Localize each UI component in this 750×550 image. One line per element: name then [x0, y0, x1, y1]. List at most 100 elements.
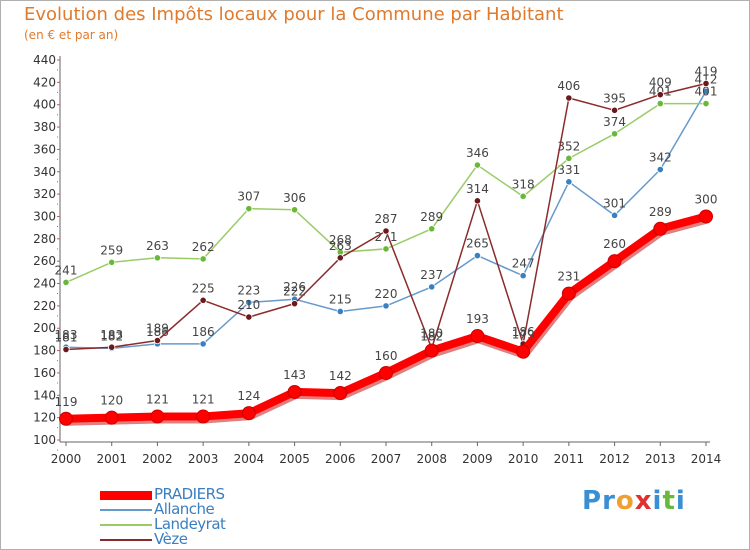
proxiti-logo: Proxiti: [582, 486, 686, 516]
y-tick-label: 320: [33, 187, 56, 201]
data-label: 182: [100, 329, 123, 343]
data-label: 331: [557, 163, 580, 177]
data-point: [59, 411, 73, 426]
data-point: [565, 178, 573, 186]
y-tick-label: 440: [33, 53, 56, 67]
logo-letter: x: [634, 486, 653, 516]
legend-label: PRADIERS: [154, 485, 225, 503]
data-label: 143: [283, 368, 306, 382]
legend-swatch: [100, 509, 152, 511]
data-point: [199, 296, 207, 304]
legend-label: Allanche: [154, 500, 215, 518]
data-label: 263: [329, 239, 352, 253]
data-label: 142: [329, 369, 352, 383]
data-point: [424, 343, 439, 358]
data-label: 300: [695, 192, 718, 206]
x-tick-label: 2010: [508, 452, 539, 466]
data-label: 223: [237, 284, 260, 298]
y-tick-label: 280: [33, 232, 56, 246]
data-label: 268: [329, 233, 352, 247]
data-point: [245, 205, 253, 213]
data-label: 259: [100, 243, 123, 257]
data-label: 262: [192, 240, 215, 254]
data-point: [108, 258, 116, 266]
data-label: 241: [55, 263, 78, 277]
data-label: 409: [649, 76, 672, 90]
data-label: 401: [695, 85, 718, 99]
data-point: [336, 254, 344, 262]
data-point: [516, 344, 531, 359]
data-label: 181: [55, 330, 78, 344]
data-point: [382, 245, 390, 253]
data-point: [656, 99, 664, 108]
y-tick-label: 120: [33, 411, 56, 425]
y-tick-label: 180: [33, 344, 56, 358]
x-tick-label: 2001: [96, 452, 127, 466]
data-point: [473, 251, 482, 260]
data-label: 263: [146, 239, 169, 253]
data-label: 287: [375, 212, 398, 226]
y-tick-label: 360: [33, 142, 56, 156]
logo-letter: P: [582, 486, 603, 516]
logo-letter: r: [602, 486, 616, 516]
data-label: 265: [466, 237, 489, 251]
data-point: [470, 329, 485, 344]
x-tick-label: 2000: [51, 452, 82, 466]
y-tick-label: 420: [33, 75, 56, 89]
legend-swatch: [100, 524, 152, 526]
data-label: 193: [466, 312, 489, 326]
chart-subtitle: (en € et par an): [24, 28, 119, 42]
data-point: [245, 298, 253, 307]
x-tick-label: 2011: [554, 452, 585, 466]
data-point: [336, 307, 344, 316]
x-tick-label: 2005: [279, 452, 310, 466]
data-label: 314: [466, 182, 489, 196]
logo-letter: i: [652, 486, 663, 516]
x-tick-label: 2002: [142, 452, 173, 466]
y-tick-label: 380: [33, 120, 56, 134]
series-landeyrat: 241 259 263 262 307 306 268 271 289 346 318 352 374 4…: [55, 85, 718, 287]
legend-swatch: [100, 539, 152, 541]
y-tick-label: 140: [33, 388, 56, 402]
data-point: [290, 300, 299, 308]
data-label: 247: [512, 257, 535, 271]
data-point: [610, 106, 619, 114]
data-point: [382, 302, 390, 310]
data-label: 220: [375, 287, 398, 301]
x-tick-label: 2008: [416, 452, 447, 466]
data-point: [241, 406, 256, 421]
data-point: [62, 278, 70, 287]
y-tick-label: 260: [33, 254, 56, 268]
logo-letter: t: [662, 486, 676, 516]
data-label: 406: [557, 79, 580, 93]
data-point: [610, 130, 619, 138]
data-point: [656, 165, 664, 174]
data-point: [199, 255, 207, 263]
data-point: [199, 340, 207, 348]
data-label: 289: [649, 205, 672, 219]
data-point: [702, 87, 710, 95]
data-label: 237: [420, 268, 443, 282]
data-label: 160: [375, 349, 398, 363]
data-point: [656, 91, 664, 99]
logo-letter: i: [675, 486, 686, 516]
data-point: [653, 221, 668, 236]
data-label: 271: [375, 230, 398, 244]
data-label: 352: [557, 139, 580, 153]
data-label: 318: [512, 177, 535, 191]
y-tick-label: 400: [33, 98, 56, 112]
data-label: 225: [192, 281, 215, 295]
data-label: 226: [283, 280, 306, 294]
data-point: [473, 197, 482, 205]
data-point: [519, 272, 527, 280]
data-label: 260: [603, 237, 626, 251]
data-point: [565, 154, 573, 162]
x-tick-label: 2003: [188, 452, 219, 466]
data-point: [428, 225, 436, 233]
data-point: [62, 345, 70, 354]
data-label: 307: [237, 190, 260, 204]
data-label: 306: [283, 191, 306, 205]
data-label: 119: [55, 395, 78, 409]
data-point: [607, 254, 622, 269]
